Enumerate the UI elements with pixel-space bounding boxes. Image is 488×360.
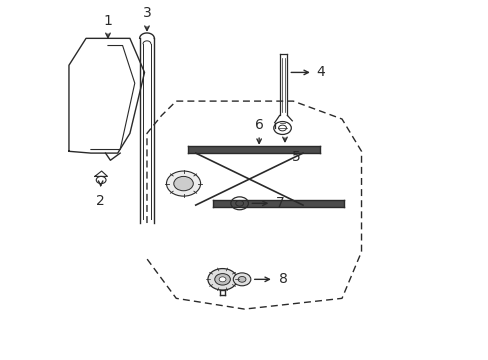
Circle shape	[173, 176, 193, 191]
Circle shape	[238, 276, 245, 282]
Text: 8: 8	[278, 272, 287, 286]
Text: 6: 6	[254, 118, 263, 132]
Text: 7: 7	[276, 196, 285, 210]
Circle shape	[207, 269, 237, 290]
Text: 4: 4	[316, 66, 325, 80]
Text: 5: 5	[292, 149, 301, 163]
Circle shape	[166, 171, 200, 196]
Circle shape	[233, 273, 250, 286]
Circle shape	[214, 274, 230, 285]
Text: 2: 2	[96, 194, 105, 208]
Circle shape	[219, 277, 225, 282]
Text: 1: 1	[103, 14, 112, 28]
Text: 3: 3	[142, 6, 151, 21]
